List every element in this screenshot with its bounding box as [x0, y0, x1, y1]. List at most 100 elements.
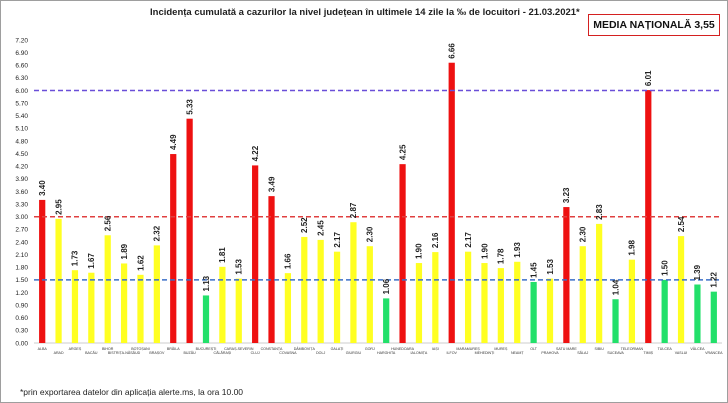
bar: [333, 251, 341, 343]
value-label: 2.95: [54, 199, 63, 215]
category-label: VASLUI: [675, 351, 688, 355]
bar: [546, 278, 554, 343]
value-label: 2.45: [316, 220, 325, 236]
value-label: 1.06: [382, 278, 391, 294]
value-label: 1.13: [202, 275, 211, 291]
chart-title: Incidența cumulată a cazurilor la nivel …: [150, 7, 580, 18]
value-label: 1.98: [628, 240, 637, 256]
y-tick-label: 1.80: [15, 265, 28, 272]
value-label: 4.22: [251, 145, 260, 161]
y-tick-label: 5.10: [15, 126, 28, 133]
category-label: HUNEDOARA: [391, 347, 415, 351]
category-label: BIHOR: [102, 347, 114, 351]
bar: [137, 274, 144, 343]
y-tick-label: 6.30: [15, 75, 28, 82]
category-label: OLT: [530, 347, 538, 351]
y-tick-label: 4.80: [15, 138, 28, 145]
y-tick-label: 1.50: [15, 277, 28, 284]
y-tick-label: 3.30: [15, 201, 28, 208]
category-label: SIBIU: [594, 347, 604, 351]
value-label: 1.90: [415, 243, 424, 259]
value-label: 2.54: [677, 216, 686, 232]
bar: [645, 90, 652, 344]
bar: [432, 252, 439, 343]
value-label: 6.66: [448, 43, 457, 59]
category-label: ARGEȘ: [69, 347, 82, 351]
bar: [104, 235, 111, 343]
y-tick-label: 6.60: [15, 63, 28, 70]
bar: [88, 272, 95, 343]
category-label: IAȘI: [432, 347, 439, 351]
bar: [563, 207, 570, 343]
value-label: 2.83: [595, 204, 604, 220]
value-label: 1.53: [235, 258, 244, 274]
y-tick-label: 1.20: [15, 290, 28, 297]
category-label: MUREȘ: [494, 347, 508, 351]
bar: [612, 299, 619, 343]
y-tick-label: 7.20: [15, 37, 28, 44]
y-tick-label: 4.50: [15, 151, 28, 158]
category-label: CĂLĂRAȘI: [213, 351, 231, 355]
value-label: 2.56: [104, 215, 113, 231]
category-label: ALBA: [38, 347, 48, 351]
category-label: BRAȘOV: [149, 351, 165, 355]
value-label: 1.73: [71, 250, 80, 266]
bar: [202, 295, 210, 343]
category-label: BUZĂU: [184, 351, 197, 355]
bar: [514, 261, 521, 343]
value-label: 6.01: [644, 70, 653, 86]
value-label: 2.17: [333, 232, 342, 248]
y-tick-label: 2.10: [15, 252, 28, 259]
category-label: TULCEA: [658, 347, 673, 351]
value-label: 3.23: [562, 187, 571, 203]
bar: [497, 268, 504, 343]
bar: [596, 223, 603, 343]
value-label: 1.89: [120, 243, 129, 259]
bar: [710, 291, 717, 343]
category-label: ILFOV: [447, 351, 458, 355]
category-label: GALAȚI: [331, 347, 344, 351]
category-label: SATU MARE: [556, 347, 577, 351]
bar: [268, 196, 275, 343]
bar: [153, 245, 160, 343]
category-label: CARAȘ-SEVERIN: [224, 347, 254, 351]
category-label: TELEORMAN: [621, 347, 644, 351]
y-tick-label: 4.20: [15, 164, 28, 171]
y-tick-label: 6.90: [15, 50, 28, 57]
y-tick-label: 3.60: [15, 189, 28, 196]
category-label: SĂLAJ: [577, 351, 588, 355]
y-tick-label: 0.00: [15, 340, 28, 347]
value-label: 1.81: [218, 247, 227, 263]
category-label: VÂLCEA: [690, 347, 705, 351]
y-tick-label: 2.40: [15, 239, 28, 246]
value-label: 4.49: [169, 134, 178, 150]
value-label: 1.53: [546, 258, 555, 274]
category-label: CONSTANȚA: [261, 347, 283, 351]
category-label: GIURGIU: [346, 351, 362, 355]
bar: [235, 278, 242, 343]
value-label: 1.50: [660, 260, 669, 276]
bar: [366, 246, 373, 343]
category-label: BUCUREȘTI: [196, 347, 217, 351]
category-label: HARGHITA: [377, 351, 396, 355]
bar: [301, 236, 308, 343]
bar: [661, 279, 668, 343]
bar: [219, 266, 226, 343]
category-label: MARAMUREȘ: [456, 347, 480, 351]
y-tick-label: 2.70: [15, 227, 28, 234]
bar: [415, 263, 423, 343]
value-label: 5.33: [185, 99, 194, 115]
y-tick-label: 3.90: [15, 176, 28, 183]
bar: [350, 222, 357, 343]
value-label: 4.25: [398, 144, 407, 160]
bar: [284, 273, 292, 343]
category-label: MEHEDINȚI: [475, 351, 495, 355]
category-label: CLUJ: [251, 351, 260, 355]
category-label: ARAD: [54, 351, 64, 355]
value-label: 1.22: [710, 272, 719, 288]
bar: [464, 251, 472, 343]
y-tick-label: 0.30: [15, 328, 28, 335]
value-label: 2.30: [579, 226, 588, 242]
bar: [694, 284, 701, 343]
